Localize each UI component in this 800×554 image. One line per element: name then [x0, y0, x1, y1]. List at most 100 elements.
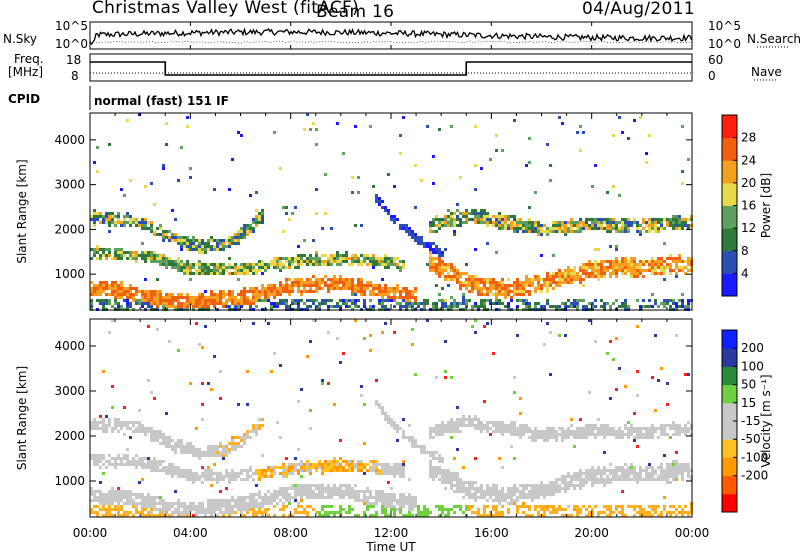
power-cell: [327, 284, 330, 287]
power-cell: [624, 266, 627, 269]
velocity-cell: [96, 505, 99, 508]
velocity-cell: [93, 499, 96, 502]
power-cell: [423, 245, 426, 248]
power-cell: [624, 260, 627, 263]
power-cell: [243, 293, 246, 296]
velocity-cell: [615, 466, 618, 469]
velocity-cell: [132, 514, 135, 517]
velocity-cell: [564, 508, 567, 511]
velocity-cell: [528, 484, 531, 487]
velocity-cell: [528, 508, 531, 511]
power-cell: [192, 248, 195, 251]
power-cell: [126, 221, 129, 224]
power-cell: [579, 278, 582, 281]
velocity-cell: [153, 469, 156, 472]
velocity-cell: [99, 466, 102, 469]
power-cell: [537, 230, 540, 233]
velocity-cell: [171, 469, 174, 472]
power-cell: [279, 167, 282, 170]
power-cell: [351, 257, 354, 260]
power-cell: [465, 209, 468, 212]
power-cell: [144, 302, 147, 305]
velocity-cell: [393, 466, 396, 469]
velocity-cell: [294, 499, 297, 502]
velocity-cell: [489, 427, 492, 430]
power-cell: [186, 116, 189, 119]
power-cell: [195, 299, 198, 302]
power-cell: [165, 257, 168, 260]
velocity-cell: [198, 478, 201, 481]
power-cell: [216, 269, 219, 272]
velocity-cell: [108, 508, 111, 511]
power-cell: [591, 275, 594, 278]
velocity-cell: [576, 472, 579, 475]
velocity-cell: [612, 430, 615, 433]
velocity-cell: [432, 466, 435, 469]
power-cell: [606, 221, 609, 224]
velocity-cell: [618, 478, 621, 481]
power-cell: [228, 293, 231, 296]
velocity-cell: [225, 499, 228, 502]
velocity-cell: [441, 460, 444, 463]
velocity-cell: [576, 484, 579, 487]
power-cell: [90, 299, 93, 302]
power-cell: [240, 302, 243, 305]
velocity-cell: [333, 457, 336, 460]
velocity-cell: [351, 508, 354, 511]
velocity-cell: [315, 496, 318, 499]
velocity-cell: [660, 430, 663, 433]
power-cell: [651, 218, 654, 221]
velocity-cell: [444, 472, 447, 475]
velocity-cell: [234, 478, 237, 481]
velocity-cell: [600, 475, 603, 478]
power-cell: [180, 296, 183, 299]
velocity-cell: [147, 493, 150, 496]
power-cell: [339, 275, 342, 278]
power-cell: [186, 248, 189, 251]
power-cell: [336, 305, 339, 308]
power-cell: [588, 302, 591, 305]
power-cell: [339, 305, 342, 308]
power-cell: [540, 230, 543, 233]
power-cell: [345, 254, 348, 257]
velocity-cell: [105, 496, 108, 499]
velocity-cell: [672, 472, 675, 475]
velocity-cell: [558, 508, 561, 511]
power-cell: [615, 299, 618, 302]
power-cell: [669, 266, 672, 269]
velocity-cell: [627, 469, 630, 472]
velocity-cell: [510, 430, 513, 433]
power-cell: [279, 266, 282, 269]
power-cell: [621, 302, 624, 305]
velocity-cell: [678, 469, 681, 472]
velocity-cell: [345, 460, 348, 463]
power-cell: [285, 212, 288, 215]
velocity-cell: [639, 508, 642, 511]
power-cell: [528, 218, 531, 221]
velocity-cell: [99, 421, 102, 424]
velocity-cell: [627, 430, 630, 433]
velocity-cell: [522, 502, 525, 505]
velocity-cell: [687, 463, 690, 466]
power-cell: [183, 305, 186, 308]
power-cell: [258, 293, 261, 296]
velocity-cell: [294, 508, 297, 511]
velocity-cell: [327, 469, 330, 472]
velocity-cell: [318, 460, 321, 463]
power-cell: [405, 302, 408, 305]
velocity-cell: [483, 514, 486, 517]
power-cell: [615, 269, 618, 272]
velocity-cell: [366, 499, 369, 502]
velocity-cell: [546, 436, 549, 439]
power-cell: [405, 290, 408, 293]
power-cell: [573, 224, 576, 227]
power-cell: [258, 260, 261, 263]
velocity-cell: [615, 433, 618, 436]
power-cell: [297, 257, 300, 260]
power-cell: [306, 299, 309, 302]
velocity-cell: [543, 490, 546, 493]
velocity-cell: [372, 460, 375, 463]
power-cell: [177, 293, 180, 296]
power-cell: [642, 269, 645, 272]
power-cell: [525, 281, 528, 284]
